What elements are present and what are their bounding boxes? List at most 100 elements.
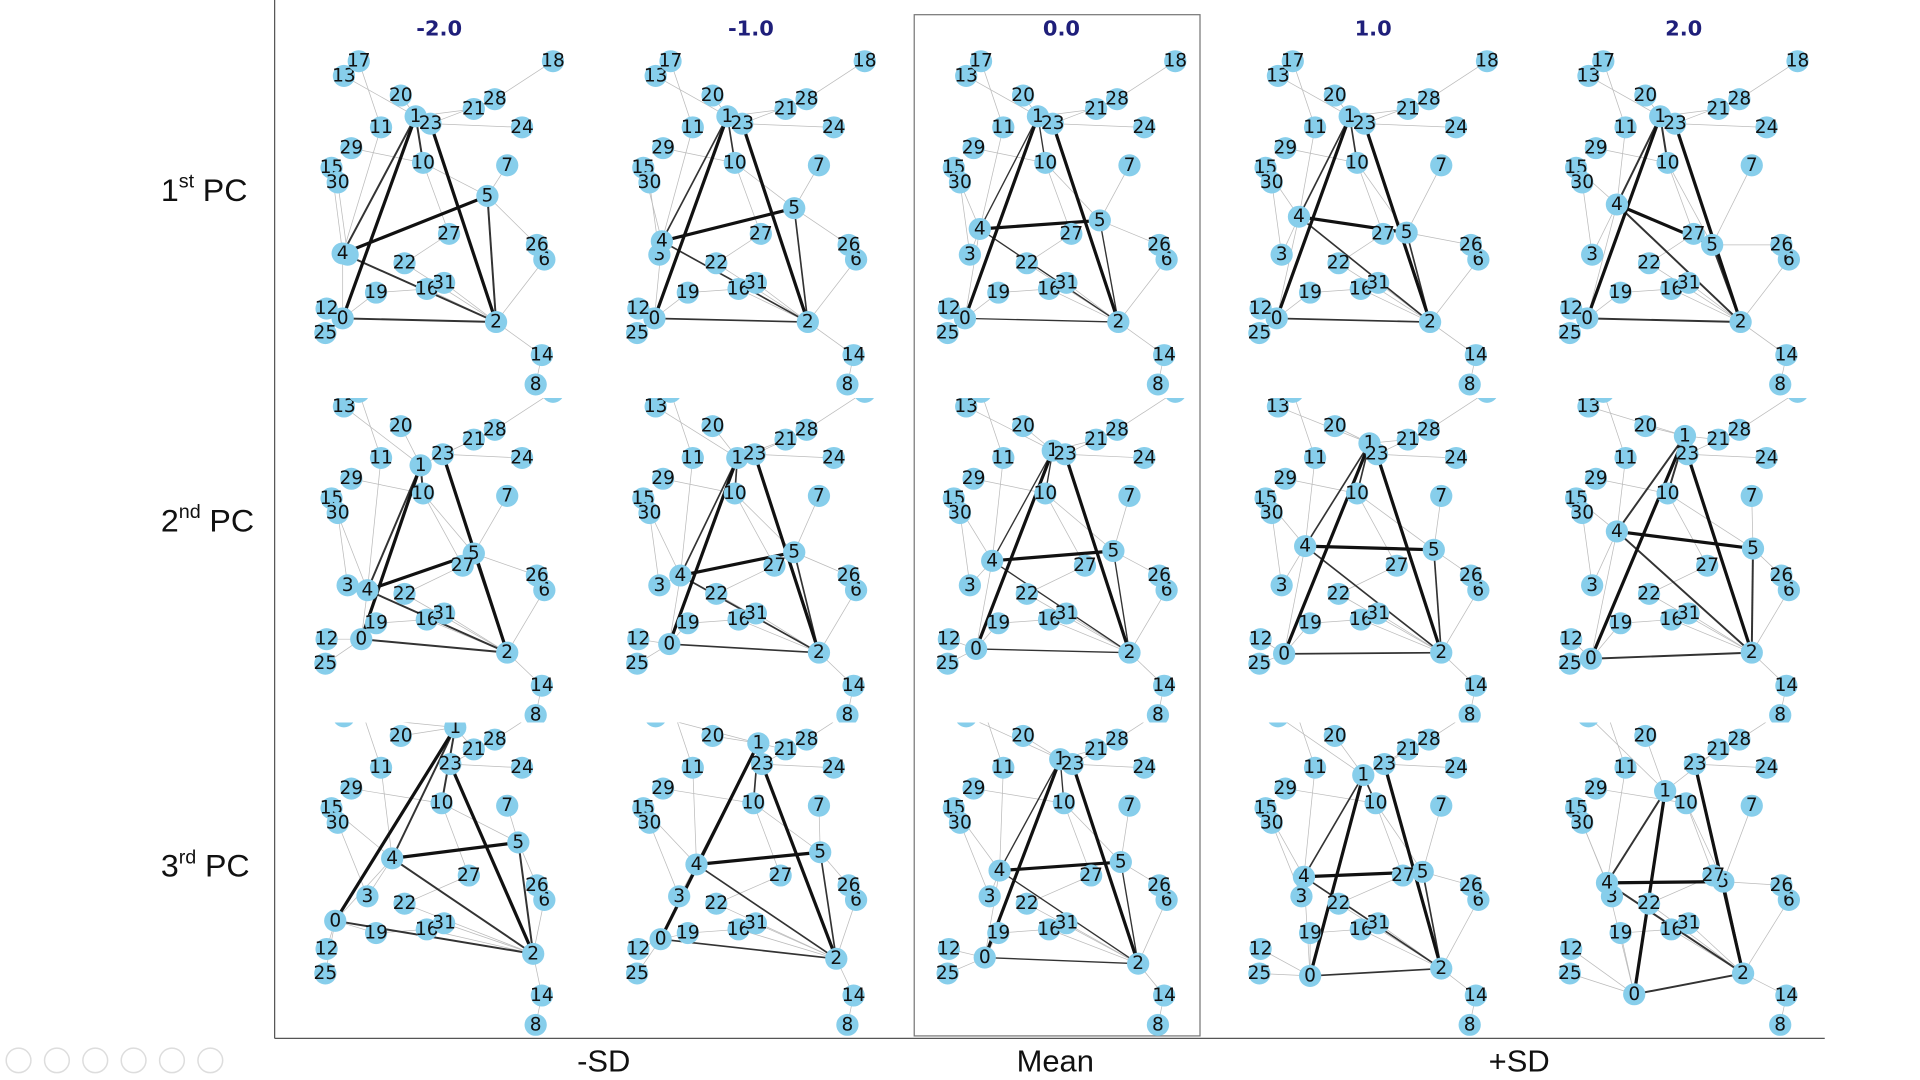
node-label: 10 bbox=[1674, 793, 1698, 814]
control-icon[interactable] bbox=[82, 1047, 109, 1074]
node bbox=[958, 243, 982, 266]
node bbox=[681, 116, 704, 139]
node-label: 31 bbox=[432, 272, 456, 293]
control-icon[interactable] bbox=[120, 1047, 147, 1074]
node bbox=[1430, 957, 1453, 980]
node bbox=[1133, 116, 1156, 139]
node bbox=[1118, 154, 1141, 177]
edge bbox=[430, 98, 495, 125]
node bbox=[676, 922, 699, 945]
node-label: 19 bbox=[1609, 613, 1633, 634]
node-label: 16 bbox=[415, 609, 439, 630]
node-label: 16 bbox=[727, 279, 751, 300]
node-label: 27 bbox=[1391, 865, 1415, 886]
node bbox=[1084, 428, 1108, 451]
bottom-label: Mean bbox=[1017, 1044, 1094, 1079]
control-icon[interactable] bbox=[43, 1047, 71, 1074]
node bbox=[334, 722, 354, 728]
node bbox=[1571, 502, 1594, 525]
node bbox=[1349, 608, 1372, 631]
node bbox=[530, 344, 553, 367]
node-label: 28 bbox=[483, 419, 507, 440]
node-label: 17 bbox=[659, 691, 683, 712]
node-label: 31 bbox=[1677, 272, 1701, 293]
node bbox=[822, 116, 845, 139]
control-icon[interactable] bbox=[197, 1047, 224, 1074]
edge bbox=[966, 75, 1039, 117]
edge bbox=[738, 929, 837, 960]
edge bbox=[1118, 259, 1167, 323]
node-label: 10 bbox=[1034, 152, 1058, 173]
node bbox=[331, 307, 354, 330]
node-label: 4 bbox=[1601, 872, 1613, 893]
row-label: 2nd PC bbox=[161, 501, 254, 538]
node bbox=[1396, 428, 1419, 451]
node-label: 17 bbox=[969, 381, 993, 402]
edge bbox=[1116, 397, 1167, 431]
node-label: 27 bbox=[1385, 555, 1409, 576]
edge bbox=[1360, 288, 1431, 323]
control-icon[interactable] bbox=[158, 1047, 186, 1074]
node-label: 28 bbox=[1728, 729, 1752, 750]
node bbox=[496, 484, 519, 507]
node-label: 29 bbox=[340, 468, 364, 489]
node-label: 25 bbox=[314, 323, 338, 344]
edge bbox=[351, 788, 442, 804]
node-label: 7 bbox=[1124, 795, 1136, 816]
node bbox=[1576, 307, 1599, 330]
node-label: 7 bbox=[1435, 485, 1447, 506]
edge bbox=[1137, 899, 1167, 964]
edge bbox=[422, 162, 488, 197]
node-label: 3 bbox=[1296, 886, 1308, 907]
node-label: 8 bbox=[530, 1014, 542, 1035]
row-label-word: PC bbox=[209, 503, 254, 539]
mean-box bbox=[913, 14, 1201, 1037]
edge bbox=[391, 726, 457, 859]
edge bbox=[1382, 763, 1443, 969]
edge bbox=[1440, 590, 1479, 653]
edge bbox=[1602, 61, 1626, 128]
node bbox=[1464, 344, 1488, 367]
node bbox=[727, 277, 750, 300]
node-label: 14 bbox=[1775, 985, 1799, 1006]
node-label: 5 bbox=[814, 842, 826, 863]
node-label: 18 bbox=[1163, 51, 1187, 72]
node-label: 12 bbox=[1559, 629, 1583, 650]
node bbox=[796, 311, 819, 334]
edge bbox=[422, 162, 450, 235]
node bbox=[1707, 428, 1730, 451]
edge bbox=[1648, 593, 1752, 653]
node bbox=[1166, 397, 1185, 403]
node bbox=[364, 922, 388, 945]
edge bbox=[487, 195, 538, 246]
node bbox=[727, 918, 750, 941]
edge bbox=[1432, 549, 1443, 653]
node bbox=[1634, 84, 1657, 107]
edge bbox=[959, 182, 971, 255]
node-label: 11 bbox=[1303, 448, 1327, 469]
node bbox=[326, 171, 349, 194]
node bbox=[1323, 415, 1346, 438]
node-label: 21 bbox=[1396, 99, 1420, 120]
edge bbox=[652, 115, 729, 319]
node-label: 22 bbox=[704, 583, 728, 604]
node bbox=[1146, 373, 1170, 396]
node-label: 18 bbox=[1786, 51, 1810, 72]
node bbox=[430, 792, 453, 815]
node-label: 8 bbox=[1464, 705, 1476, 726]
bottom-label: +SD bbox=[1489, 1044, 1550, 1079]
control-icon[interactable] bbox=[5, 1047, 32, 1074]
node-label: 5 bbox=[1417, 861, 1429, 882]
node bbox=[347, 50, 370, 73]
node-label: 29 bbox=[1274, 778, 1298, 799]
node bbox=[1073, 554, 1097, 577]
node-label: 13 bbox=[1266, 65, 1290, 86]
edge bbox=[1616, 457, 1626, 532]
node bbox=[1146, 1013, 1170, 1036]
edge bbox=[1671, 288, 1741, 323]
node bbox=[783, 541, 806, 564]
node-label: 6 bbox=[1161, 249, 1173, 270]
edge bbox=[734, 162, 795, 209]
node-label: 30 bbox=[638, 812, 662, 833]
